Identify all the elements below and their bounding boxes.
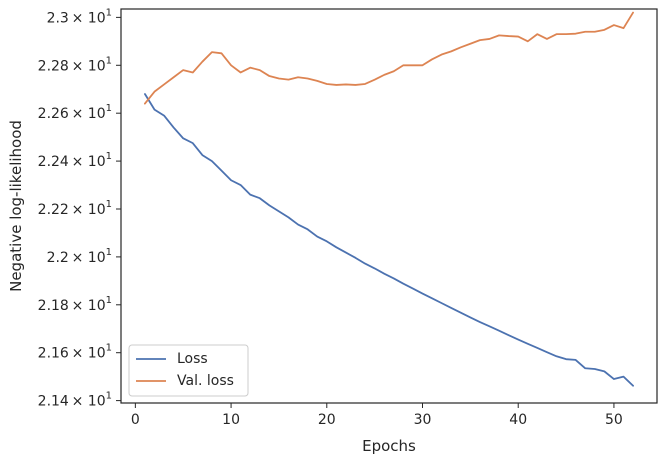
x-axis: 0 10 20 30 40 50 — [131, 403, 623, 428]
y-tick-label: 2.14 × 101 — [38, 391, 112, 410]
legend-label-loss: Loss — [177, 351, 208, 367]
series-layer — [144, 11, 634, 387]
x-tick-label: 10 — [222, 412, 240, 428]
plot-area-frame — [120, 8, 658, 404]
y-axis-label: Negative log-likelihood — [7, 120, 25, 292]
legend: Loss Val. loss — [128, 344, 249, 397]
y-tick-label: 2.2 × 101 — [47, 247, 112, 266]
x-tick-label: 30 — [414, 412, 432, 428]
series-line-loss — [144, 93, 634, 387]
y-tick-label: 2.26 × 101 — [38, 103, 112, 122]
y-tick-label: 2.22 × 101 — [38, 199, 112, 218]
y-tick-label: 2.16 × 101 — [38, 343, 112, 362]
legend-label-val-loss: Val. loss — [177, 373, 234, 389]
y-tick-label: 2.18 × 101 — [38, 295, 112, 314]
y-tick-label: 2.3 × 101 — [47, 7, 112, 26]
y-tick-label: 2.28 × 101 — [38, 55, 112, 74]
x-axis-label: Epochs — [362, 437, 416, 455]
x-tick-label: 0 — [131, 412, 140, 428]
legend-box — [128, 344, 249, 397]
x-tick-label: 50 — [605, 412, 623, 428]
x-tick-label: 20 — [318, 412, 336, 428]
x-tick-label: 40 — [509, 412, 527, 428]
series-line-val-loss — [144, 11, 634, 105]
y-axis: 2.14 × 101 2.16 × 101 2.18 × 101 2.2 × 101 2… — [38, 7, 121, 410]
y-tick-label: 2.24 × 101 — [38, 151, 112, 170]
